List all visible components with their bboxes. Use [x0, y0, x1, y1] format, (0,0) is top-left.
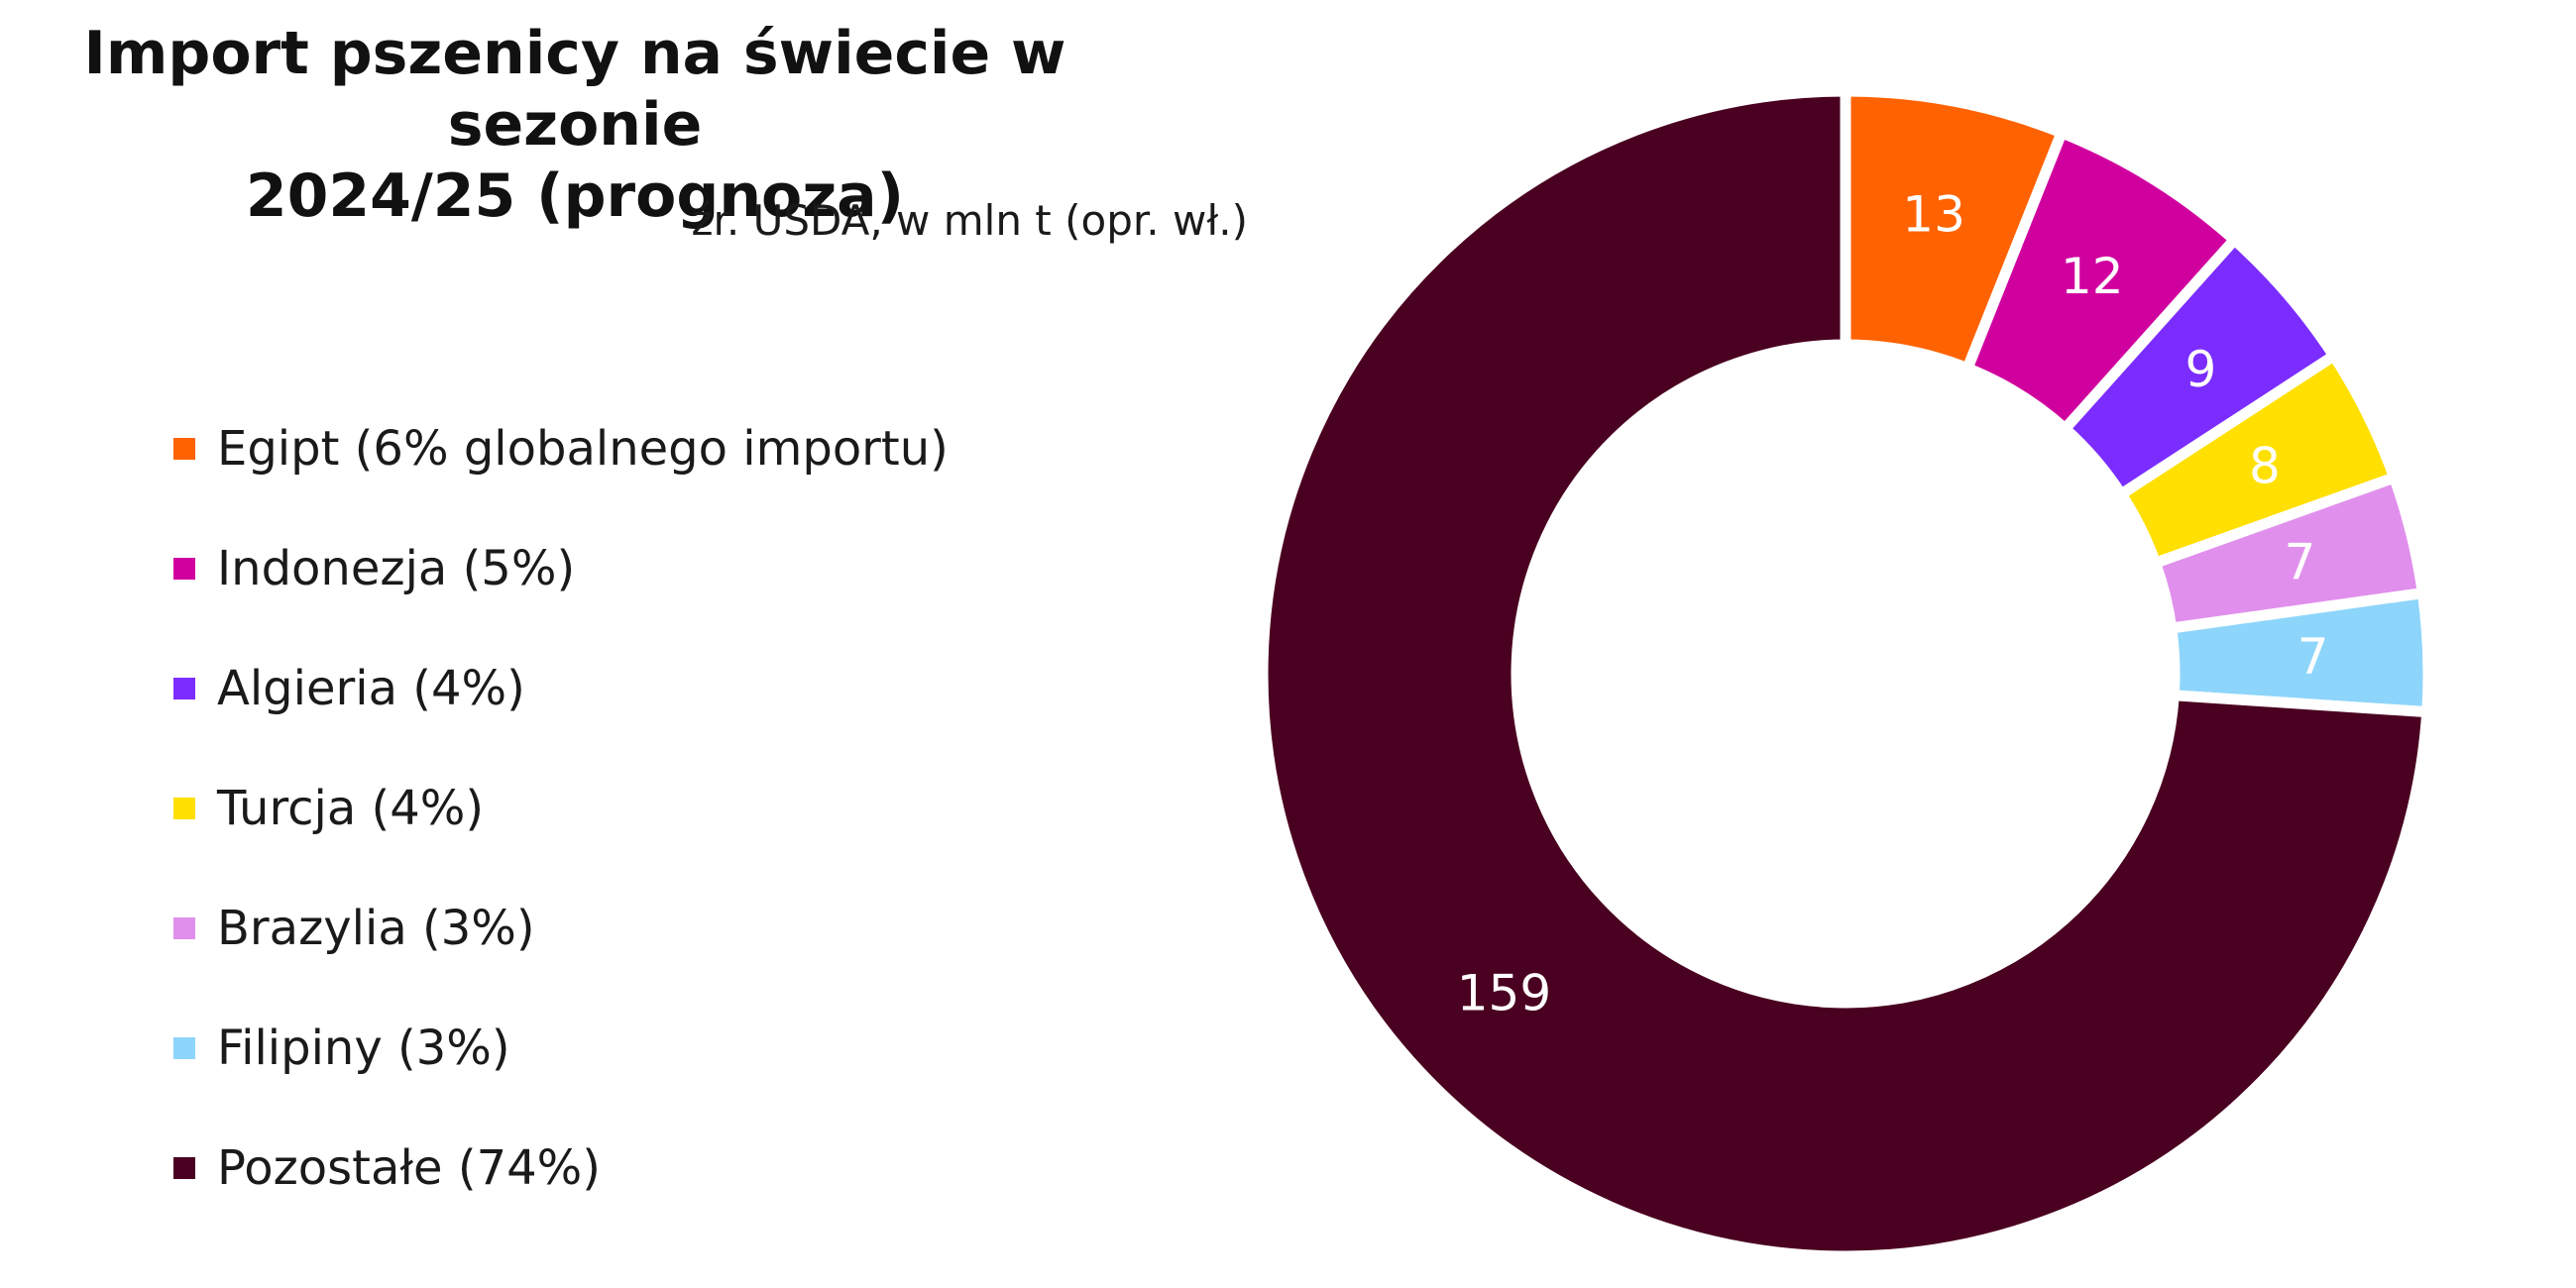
legend-label-brazylia: Brazylia (3%) [217, 900, 535, 956]
legend-item-pozostale: Pozostałe (74%) [173, 1108, 949, 1228]
legend: Egipt (6% globalnego importu) Indonezja … [173, 388, 949, 1228]
donut-slice-pozostale [1257, 85, 2433, 1262]
slice-label-algieria: 9 [2184, 341, 2216, 398]
legend-swatch-turcja [173, 797, 195, 819]
legend-item-turcja: Turcja (4%) [173, 748, 949, 868]
legend-label-egipt: Egipt (6% globalnego importu) [217, 420, 949, 477]
legend-item-brazylia: Brazylia (3%) [173, 868, 949, 988]
legend-label-indonezja: Indonezja (5%) [217, 540, 576, 596]
legend-swatch-pozostale [173, 1156, 195, 1179]
slice-label-egipt: 13 [1902, 185, 1965, 243]
legend-label-pozostale: Pozostałe (74%) [217, 1139, 601, 1196]
chart-title-line-1: Import pszenicy na świecie w sezonie [83, 19, 1066, 160]
legend-item-indonezja: Indonezja (5%) [173, 508, 949, 628]
slice-label-brazylia: 7 [2284, 533, 2315, 590]
legend-label-algieria: Algieria (4%) [217, 660, 525, 716]
legend-item-egipt: Egipt (6% globalnego importu) [173, 388, 949, 508]
chart-subtitle: źr. USDA, w mln t (opr. wł.) [691, 196, 1248, 245]
legend-swatch-algieria [173, 677, 195, 699]
slice-label-indonezja: 12 [2061, 248, 2124, 305]
legend-swatch-egipt [173, 437, 195, 460]
legend-swatch-filipiny [173, 1036, 195, 1059]
legend-swatch-brazylia [173, 916, 195, 939]
slice-label-filipiny: 7 [2297, 628, 2329, 686]
legend-item-filipiny: Filipiny (3%) [173, 988, 949, 1108]
chart-title-line-2: 2024/25 (prognoza) [245, 161, 905, 231]
chart-title: Import pszenicy na świecie w sezonie 202… [0, 18, 1150, 232]
slice-label-pozostale: 159 [1457, 965, 1551, 1022]
slice-label-turcja: 8 [2249, 437, 2281, 494]
legend-label-turcja: Turcja (4%) [217, 780, 485, 836]
legend-swatch-indonezja [173, 557, 195, 580]
legend-item-algieria: Algieria (4%) [173, 628, 949, 748]
legend-label-filipiny: Filipiny (3%) [217, 1020, 510, 1076]
